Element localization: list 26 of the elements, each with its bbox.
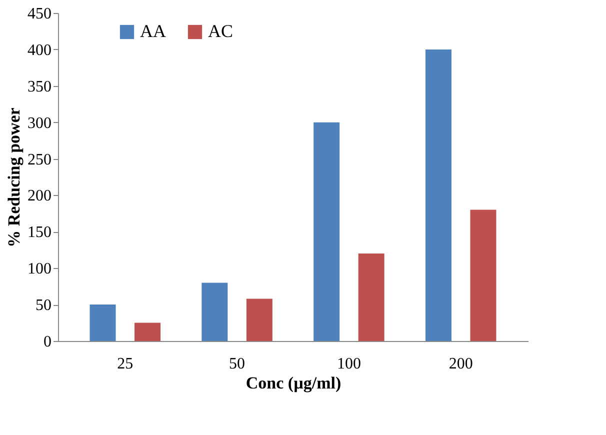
bar bbox=[202, 282, 228, 341]
bar bbox=[425, 49, 452, 341]
y-tick-label: 250 bbox=[28, 151, 52, 168]
y-tick-label: 150 bbox=[28, 224, 52, 242]
y-tick-label: 350 bbox=[28, 78, 52, 96]
y-tick-label: 100 bbox=[28, 260, 52, 278]
y-tick-label: 200 bbox=[28, 188, 52, 205]
bar bbox=[314, 122, 340, 341]
y-tick-label: 450 bbox=[28, 6, 52, 22]
x-tick-label: 200 bbox=[448, 356, 473, 372]
y-tick-label: 0 bbox=[44, 334, 52, 350]
legend-label: AA bbox=[140, 21, 166, 41]
bar bbox=[90, 304, 116, 341]
bar bbox=[134, 322, 161, 341]
bar bbox=[246, 298, 272, 341]
x-tick-label: 50 bbox=[229, 356, 246, 372]
y-tick-label: 400 bbox=[28, 42, 52, 59]
y-tick-label: 300 bbox=[28, 114, 52, 132]
y-tick-label: 50 bbox=[36, 297, 52, 314]
legend-label: AC bbox=[208, 21, 234, 41]
x-axis-title: Conc (µg/ml) bbox=[246, 374, 342, 392]
x-tick-label: 25 bbox=[117, 356, 134, 372]
bar bbox=[470, 210, 496, 341]
y-axis-title: % Reducing power bbox=[4, 107, 24, 248]
bar bbox=[358, 254, 384, 341]
x-tick-label: 100 bbox=[336, 356, 361, 372]
